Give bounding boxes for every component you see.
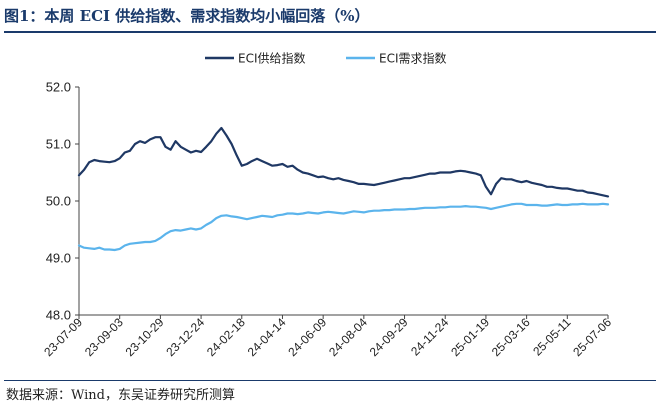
x-tick-label: 24-02-18: [204, 315, 248, 359]
title-rule: [4, 31, 656, 33]
x-tick-label: 25-03-16: [489, 315, 533, 359]
legend-label-demand: ECI需求指数: [379, 51, 447, 66]
series-lines: [77, 126, 610, 252]
legend-label-supply: ECI供给指数: [238, 51, 306, 66]
y-tick-label: 49.0: [46, 251, 71, 266]
x-tick-label: 24-11-24: [408, 315, 451, 358]
x-tick-label: 23-10-29: [123, 315, 167, 359]
x-tick-label: 23-12-24: [163, 315, 207, 359]
x-tick-label: 23-09-03: [82, 315, 126, 359]
y-tick-group: 48.0 49.0 50.0 51.0 52.0: [46, 80, 79, 323]
y-tick-label: 48.0: [46, 308, 71, 323]
x-tick-label: 24-04-14: [245, 315, 289, 359]
x-tick-label: 24-06-09: [285, 315, 329, 359]
series-line-demand: [77, 202, 610, 252]
x-tick-label: 25-01-19: [448, 315, 492, 359]
chart-axes: [78, 87, 608, 316]
y-tick-label: 51.0: [46, 137, 71, 152]
source-note: 数据来源：Wind，东吴证券研究所测算: [6, 388, 235, 403]
line-chart: 48.0 49.0 50.0 51.0 52.0 23-07-0923-09-0323-…: [41, 51, 614, 360]
source-rule: [4, 380, 656, 381]
x-tick-label: 25-07-06: [570, 315, 614, 359]
x-tick-label: 25-05-11: [530, 315, 573, 358]
x-tick-label: 24-09-29: [367, 315, 411, 359]
figure-title: 图1：本周 ECI 供给指数、需求指数均小幅回落（%）: [4, 7, 370, 25]
y-tick-label: 52.0: [46, 80, 71, 95]
y-tick-label: 50.0: [46, 194, 71, 209]
x-tick-label: 24-08-04: [326, 315, 370, 359]
x-tick-group: 23-07-0923-09-0323-10-2923-12-2424-02-18…: [41, 315, 614, 359]
chart-legend: ECI供给指数 ECI需求指数: [205, 51, 447, 66]
series-line-supply: [77, 126, 610, 198]
